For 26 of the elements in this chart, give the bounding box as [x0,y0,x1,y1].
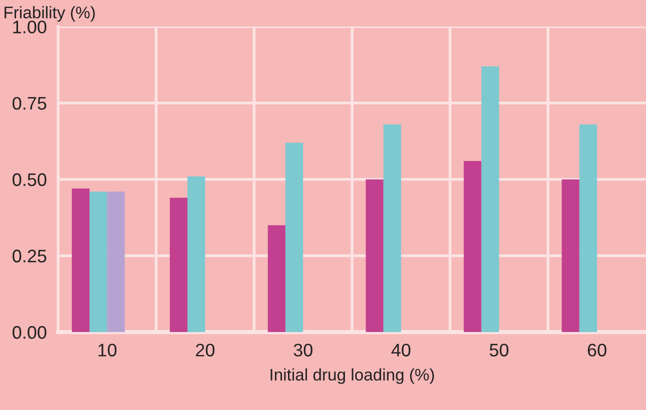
bar [383,124,402,332]
bar [464,161,482,332]
y-tick-label: 0.50 [12,173,46,186]
x-tick-label: 60 [588,344,606,356]
bar [170,198,188,332]
bar [72,188,90,332]
x-axis-title: Initial drug loading (%) [270,368,434,384]
y-tick-label: 0.75 [12,96,46,110]
x-tick-label: 30 [294,344,312,356]
x-tick-label: 20 [196,344,214,356]
y-tick-label: 1.00 [13,20,46,34]
bar [366,179,384,332]
y-tick-label: 0.00 [12,326,46,339]
y-axis-title: Friability (%) [4,6,95,22]
y-tick-label: 0.25 [12,250,46,262]
bar [187,176,206,332]
x-tick-label: 10 [98,344,116,356]
bar [285,142,304,332]
bar [579,124,598,332]
bar [89,192,108,332]
bar [481,66,500,332]
bar [562,179,580,332]
bar [107,192,125,332]
bar [268,225,286,332]
x-tick-label: 40 [391,344,410,356]
x-tick-label: 50 [490,344,508,356]
